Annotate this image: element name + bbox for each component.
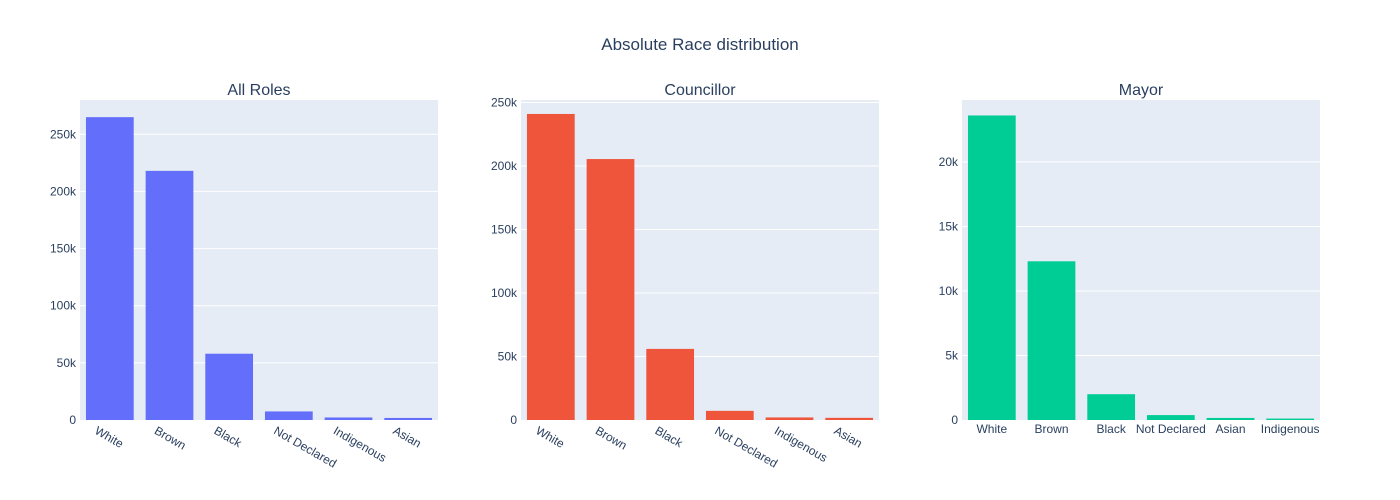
x-tick-label-mayor: Indigenous — [1261, 422, 1320, 436]
subplot-title-all-roles: All Roles — [227, 82, 290, 99]
y-tick-label-councillor: 200k — [491, 159, 518, 173]
plot-area-mayor — [962, 100, 1320, 420]
bar-mayor-black[interactable] — [1087, 394, 1136, 420]
panel-mayor: 0 5k 10k 15k 20k White Brown Black Not Declared A… — [939, 82, 1320, 436]
plot-area-all-roles — [80, 100, 438, 420]
bar-all-roles-black[interactable] — [205, 353, 254, 420]
y-tick-label-mayor: 10k — [939, 284, 959, 298]
x-tick-label-mayor: Black — [1096, 422, 1126, 436]
bar-mayor-white[interactable] — [967, 115, 1016, 420]
bar-all-roles-indigenous[interactable] — [324, 417, 373, 420]
bar-councillor-black[interactable] — [646, 348, 695, 420]
bar-all-roles-asian[interactable] — [384, 417, 433, 420]
y-tick-label-councillor: 250k — [491, 96, 518, 110]
x-tick-label-mayor: White — [976, 422, 1007, 436]
bar-councillor-not-declared[interactable] — [705, 410, 754, 420]
bar-all-roles-brown[interactable] — [145, 170, 194, 420]
bar-mayor-not-declared[interactable] — [1146, 415, 1195, 420]
bar-all-roles-white[interactable] — [85, 117, 134, 421]
x-tick-label-mayor: Not Declared — [1136, 422, 1206, 436]
y-tick-label-all-roles: 0 — [69, 413, 76, 427]
y-tick-label-mayor: 15k — [939, 219, 959, 233]
y-tick-label-all-roles: 50k — [57, 356, 77, 370]
bar-councillor-indigenous[interactable] — [765, 417, 814, 420]
y-tick-label-councillor: 0 — [510, 413, 517, 427]
figure-title: Absolute Race distribution — [601, 35, 799, 54]
x-tick-label-mayor: Brown — [1034, 422, 1068, 436]
y-tick-label-mayor: 20k — [939, 155, 959, 169]
bar-councillor-brown[interactable] — [586, 159, 635, 421]
x-tick-label-mayor: Asian — [1215, 422, 1245, 436]
y-tick-label-all-roles: 150k — [50, 242, 77, 256]
bar-mayor-indigenous[interactable] — [1266, 418, 1315, 420]
bar-councillor-white[interactable] — [526, 113, 575, 420]
bar-mayor-asian[interactable] — [1206, 417, 1255, 420]
bar-all-roles-not-declared[interactable] — [264, 411, 313, 420]
y-tick-label-mayor: 0 — [951, 413, 958, 427]
y-tick-label-all-roles: 100k — [50, 299, 77, 313]
y-tick-label-mayor: 5k — [945, 348, 959, 362]
bar-councillor-asian[interactable] — [825, 417, 874, 420]
plot-area-councillor — [521, 100, 879, 420]
subplot-title-councillor: Councillor — [664, 82, 736, 99]
y-tick-label-councillor: 50k — [498, 350, 518, 364]
y-tick-label-all-roles: 250k — [50, 127, 77, 141]
y-tick-label-councillor: 150k — [491, 223, 518, 237]
subplot-title-mayor: Mayor — [1119, 82, 1164, 99]
bar-mayor-brown[interactable] — [1027, 261, 1076, 420]
y-tick-label-councillor: 100k — [491, 286, 518, 300]
y-tick-label-all-roles: 200k — [50, 184, 77, 198]
